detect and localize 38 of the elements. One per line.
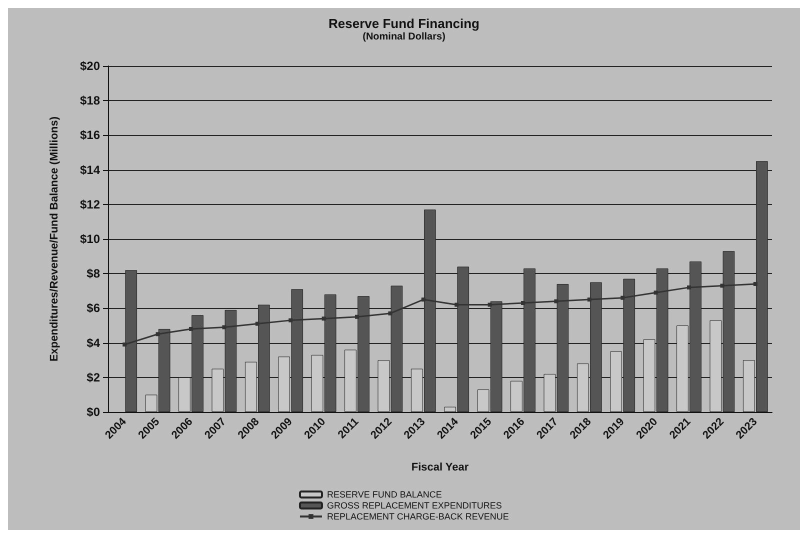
- point: [654, 290, 658, 295]
- legend-label: REPLACEMENT CHARGE-BACK REVENUE: [326, 512, 509, 522]
- point: [488, 302, 492, 307]
- point: [687, 285, 691, 290]
- point: [753, 282, 758, 286]
- point: [720, 284, 724, 288]
- point: [322, 316, 326, 321]
- y-tick-label: $0: [86, 405, 100, 419]
- y-tick-label: $8: [86, 266, 100, 281]
- point: [454, 302, 459, 307]
- point: [288, 318, 293, 322]
- y-tick-label: $14: [80, 162, 100, 177]
- y-tick-label: $6: [86, 301, 100, 316]
- y-tick-label: $12: [80, 197, 100, 212]
- chart-title: Reserve Fund Financing: [328, 16, 480, 31]
- chart-subtitle: (Nominal Dollars): [362, 32, 446, 42]
- legend-label: RESERVE FUND BALANCE: [326, 490, 442, 500]
- point: [156, 332, 160, 336]
- y-tick-label: $2: [86, 370, 100, 384]
- point: [222, 325, 226, 330]
- y-tick-label: $4: [86, 336, 100, 350]
- point: [355, 314, 359, 319]
- point: [587, 298, 592, 302]
- point: [554, 299, 558, 304]
- point: [620, 296, 625, 300]
- point: [189, 326, 193, 331]
- y-tick-label: $10: [80, 232, 100, 246]
- x-axis-title: Fiscal Year: [411, 462, 470, 474]
- point: [255, 322, 260, 326]
- point: [122, 342, 127, 347]
- point: [521, 301, 525, 306]
- y-tick-label: $18: [80, 94, 100, 108]
- point: [421, 298, 426, 302]
- y-axis-title: Expenditures/Revenue/Fund Balance (Millions): [48, 116, 60, 362]
- point: [388, 311, 392, 316]
- legend-label: GROSS REPLACEMENT EXPENDITURES: [326, 500, 502, 510]
- y-tick-label: $20: [80, 59, 100, 73]
- y-tick-label: $16: [80, 128, 100, 142]
